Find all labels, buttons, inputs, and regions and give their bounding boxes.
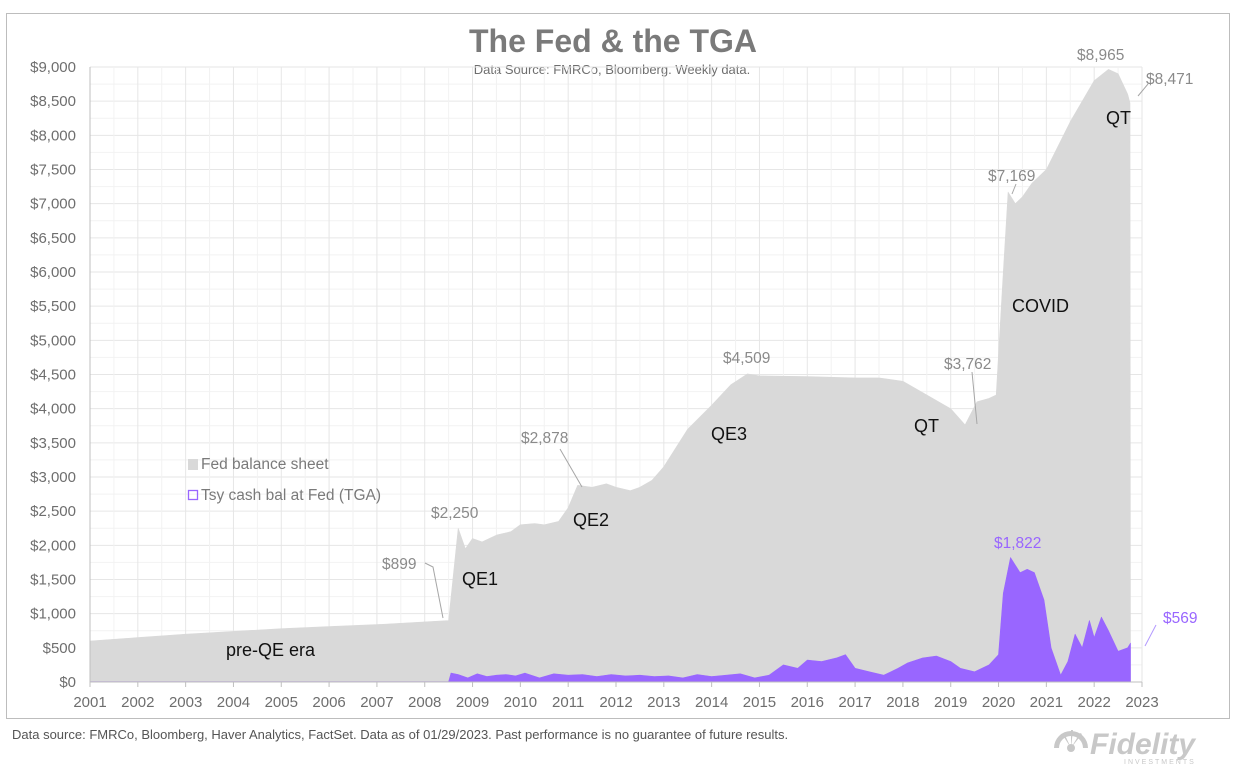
x-tick-label: 2019 [934,694,967,711]
x-tick-label: 2002 [121,694,154,711]
callout-line-3762 [971,371,978,425]
y-tick-label: $8,500 [30,93,76,110]
y-tick-label: $4,000 [30,401,76,418]
fidelity-logo: Fidelity INVESTMENTS [1054,728,1196,766]
y-tick-label: $3,500 [30,435,76,452]
value-label-2878: $2,878 [521,430,568,447]
legend-label-fed: Fed balance sheet [201,456,329,473]
y-tick-label: $3,000 [30,469,76,486]
legend-swatch-tga [187,489,199,501]
x-tick-label: 2007 [360,694,393,711]
y-tick-label: $5,500 [30,298,76,315]
callout-line-7169 [1011,183,1017,195]
phase-label-qe1: QE1 [462,569,498,589]
x-tick-label: 2013 [647,694,680,711]
value-label-8471: $8,471 [1146,71,1193,88]
value-label-569: $569 [1163,610,1197,627]
y-tick-labels: $0 $500 $1,000 $1,500 $2,000 $2,500 $3,000 $3,5… [30,59,76,691]
fidelity-logo-tagline: INVESTMENTS [1124,759,1196,766]
y-tick-label: $1,000 [30,606,76,623]
series-area-tga [89,557,1131,683]
x-tick-labels: 2001 2002 2003 2004 2005 2006 2007 2008 2009 2010… [73,682,1159,711]
callout-lines [424,83,1157,647]
chart-subtitle: Data Source: FMRCo, Bloomberg. Weekly da… [474,62,751,77]
x-tick-label: 2017 [838,694,871,711]
value-label-1822: $1,822 [994,535,1041,552]
x-tick-label: 2018 [886,694,919,711]
legend-label-tga: Tsy cash bal at Fed (TGA) [201,487,381,504]
y-tick-label: $5,000 [30,332,76,349]
x-tick-label: 2014 [695,694,728,711]
x-tick-label: 2005 [265,694,298,711]
callout-line-8471 [1137,83,1149,97]
y-tick-label: $7,500 [30,162,76,179]
callout-line-2878 [559,448,583,488]
legend: Fed balance sheet Tsy cash bal at Fed (T… [187,456,381,504]
phase-label-qt-2018: QT [914,416,939,436]
series-layer [89,69,1131,683]
y-tick-label: $0 [59,674,76,691]
y-tick-label: $7,000 [30,196,76,213]
value-label-4509: $4,509 [723,350,770,367]
chart-title: The Fed & the TGA [469,23,757,59]
x-tick-label: 2015 [743,694,776,711]
legend-swatch-fed [188,459,198,470]
x-tick-label: 2022 [1077,694,1110,711]
x-tick-label: 2016 [791,694,824,711]
y-tick-label: $6,500 [30,230,76,247]
phase-label-pre-qe: pre-QE era [226,640,316,660]
phase-label-qt-2022: QT [1106,108,1131,128]
value-label-3762: $3,762 [944,356,991,373]
y-tick-label: $9,000 [30,59,76,76]
value-label-7169: $7,169 [988,168,1035,185]
x-tick-label: 2011 [552,694,584,711]
x-tick-label: 2020 [982,694,1015,711]
phase-label-qe2: QE2 [573,510,609,530]
x-tick-label: 2021 [1030,694,1063,711]
y-tick-label: $4,500 [30,367,76,384]
x-tick-label: 2008 [408,694,441,711]
y-tick-label: $6,000 [30,264,76,281]
phase-label-qe3: QE3 [711,424,747,444]
value-label-899: $899 [382,556,416,573]
x-tick-label: 2012 [599,694,632,711]
fidelity-logo-wordmark: Fidelity [1090,728,1196,761]
x-tick-label: 2010 [504,694,537,711]
x-tick-label: 2004 [217,694,250,711]
y-tick-label: $8,000 [30,127,76,144]
series-area-fed-balance-sheet [89,69,1131,683]
y-tick-label: $2,500 [30,503,76,520]
phase-label-covid: COVID [1012,296,1069,316]
callout-line-899 [424,562,444,619]
footer-note: Data source: FMRCo, Bloomberg, Haver Ana… [12,727,789,742]
y-tick-label: $2,000 [30,537,76,554]
value-label-2250: $2,250 [431,505,479,522]
y-tick-label: $500 [43,640,76,657]
x-tick-label: 2006 [312,694,345,711]
x-tick-label: 2009 [456,694,489,711]
chart-frame [6,13,1230,719]
value-label-8965: $8,965 [1077,47,1124,64]
y-tick-label: $1,500 [30,572,76,589]
callout-line-569 [1144,624,1157,647]
x-tick-label: 2001 [73,694,106,711]
fidelity-logo-mark [1054,730,1088,752]
x-tick-label: 2023 [1125,694,1158,711]
x-tick-label: 2003 [169,694,202,711]
